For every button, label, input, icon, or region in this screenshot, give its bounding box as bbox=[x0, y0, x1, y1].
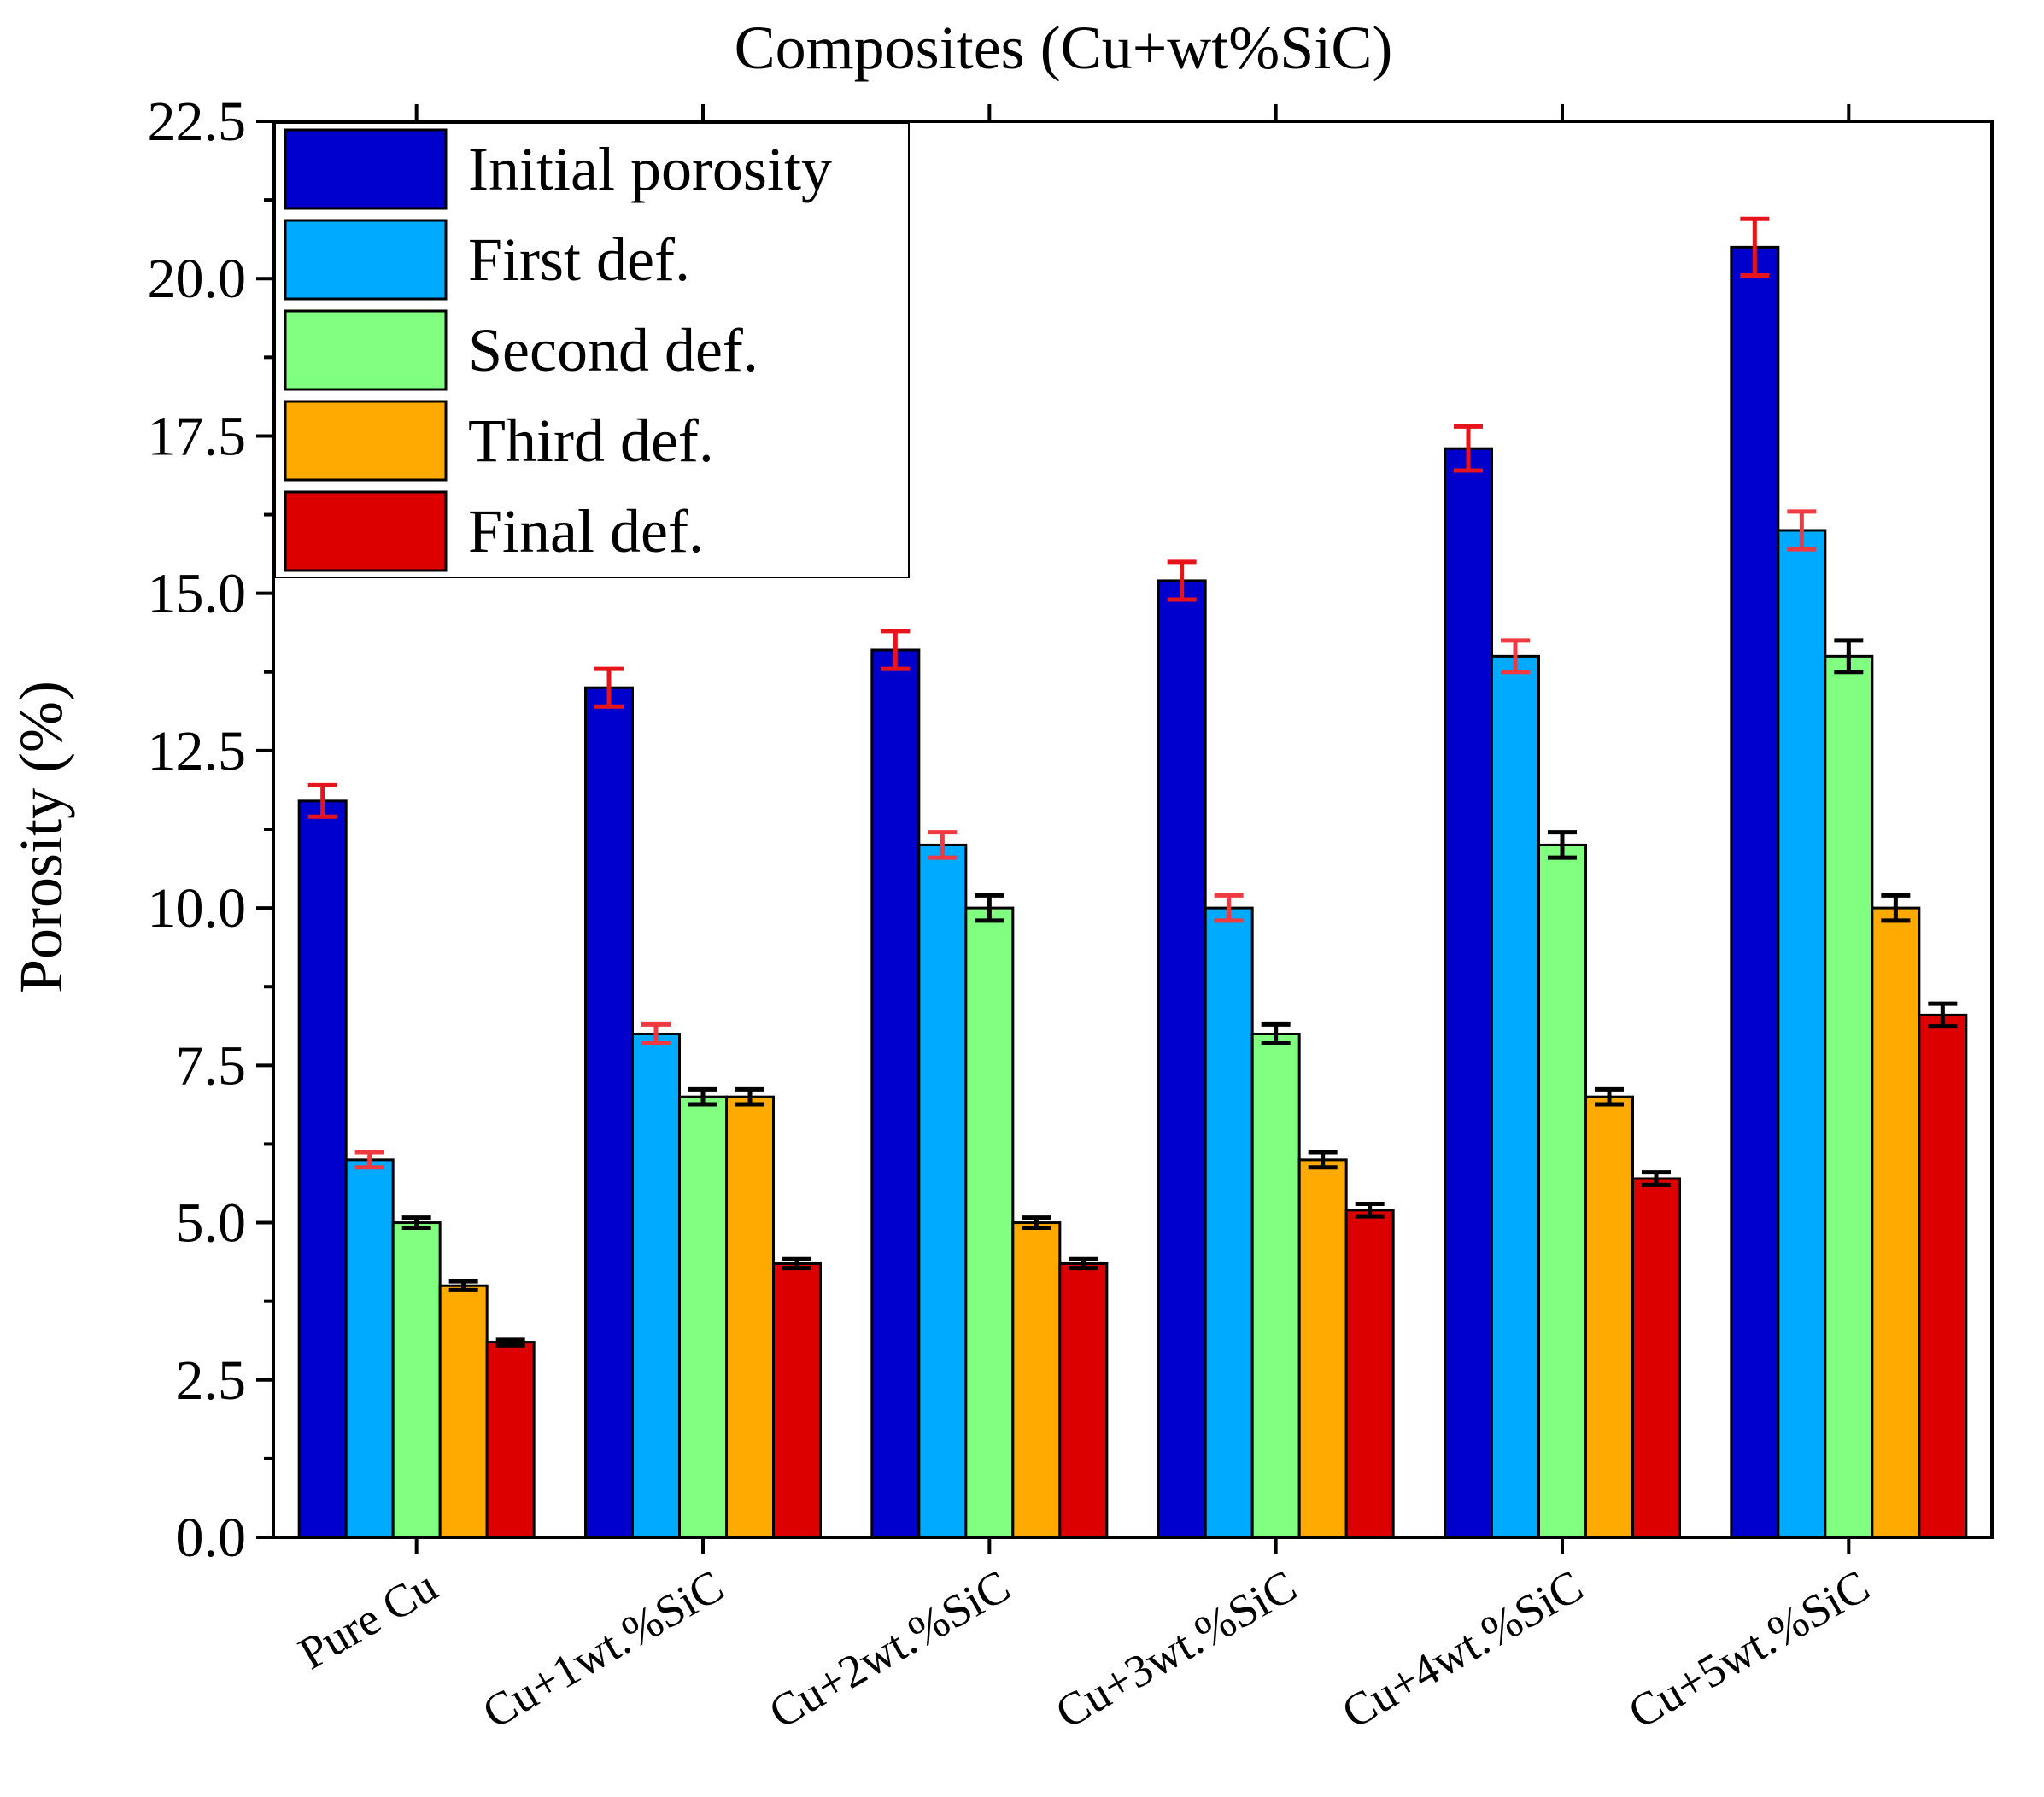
bar-2-2 bbox=[631, 1032, 681, 1539]
legend-swatch bbox=[284, 309, 448, 391]
error-bar bbox=[975, 893, 1004, 923]
bar-3-1 bbox=[391, 1221, 442, 1539]
y-tick-label: 7.5 bbox=[176, 1034, 247, 1097]
legend: Initial porosity First def. Second def. Thi… bbox=[274, 122, 910, 578]
chart-title: Composites (Cu+wt%SiC) bbox=[735, 14, 1393, 82]
error-bar bbox=[1214, 893, 1244, 923]
bar-2-5 bbox=[1491, 654, 1540, 1539]
bar-5-1 bbox=[485, 1341, 536, 1539]
bar-4-4 bbox=[1297, 1158, 1348, 1539]
bar-4-3 bbox=[1011, 1221, 1062, 1539]
legend-label: Third def. bbox=[468, 407, 714, 475]
error-bar bbox=[688, 1086, 717, 1107]
bar-2-4 bbox=[1204, 906, 1254, 1539]
error-bar bbox=[881, 629, 911, 671]
y-tick-label: 2.5 bbox=[176, 1349, 247, 1412]
bar-3-5 bbox=[1537, 843, 1587, 1539]
error-bar bbox=[1308, 1150, 1338, 1170]
error-bar bbox=[401, 1215, 431, 1230]
error-bar bbox=[735, 1086, 764, 1107]
y-tick-label: 22.5 bbox=[148, 91, 247, 153]
legend-swatch bbox=[284, 219, 448, 301]
error-bar bbox=[928, 830, 958, 860]
y-tick-label: 12.5 bbox=[148, 720, 247, 782]
bar-1-1 bbox=[297, 799, 348, 1539]
bar-2-6 bbox=[1777, 529, 1827, 1539]
error-bar bbox=[1740, 216, 1770, 278]
error-bar bbox=[1022, 1215, 1051, 1230]
error-bar bbox=[448, 1279, 478, 1292]
error-bar bbox=[1548, 830, 1577, 860]
bar-5-3 bbox=[1058, 1261, 1109, 1539]
bar-1-6 bbox=[1730, 245, 1780, 1539]
x-tick-label: Cu+4wt.%SiC bbox=[1333, 1560, 1591, 1738]
bar-1-3 bbox=[870, 648, 921, 1539]
bar-4-2 bbox=[725, 1095, 775, 1539]
error-bars-group bbox=[307, 216, 1958, 1348]
error-bar bbox=[782, 1256, 811, 1271]
error-bar bbox=[594, 666, 624, 709]
y-tick-label: 15.0 bbox=[148, 563, 247, 625]
bar-4-5 bbox=[1584, 1095, 1634, 1539]
bar-3-6 bbox=[1824, 654, 1874, 1539]
y-tick-label: 0.0 bbox=[176, 1507, 247, 1569]
legend-swatch bbox=[284, 128, 448, 210]
error-bar bbox=[1261, 1021, 1291, 1046]
y-tick-label: 17.5 bbox=[148, 405, 247, 467]
bar-5-6 bbox=[1918, 1013, 1968, 1539]
error-bar bbox=[1355, 1201, 1385, 1219]
legend-label: First def. bbox=[468, 225, 690, 294]
bar-1-4 bbox=[1157, 579, 1207, 1539]
bar-3-3 bbox=[964, 906, 1015, 1539]
error-bar bbox=[1069, 1256, 1098, 1271]
bar-2-1 bbox=[344, 1158, 395, 1539]
error-bar bbox=[641, 1021, 671, 1046]
error-bar bbox=[1787, 509, 1817, 552]
y-tick-label: 20.0 bbox=[148, 248, 247, 310]
x-tick-label: Cu+5wt.%SiC bbox=[1619, 1560, 1877, 1738]
y-axis-label: Porosity (%) bbox=[7, 681, 75, 993]
error-bar bbox=[1928, 1001, 1958, 1029]
legend-label: Initial porosity bbox=[468, 135, 832, 203]
error-bar bbox=[307, 782, 337, 819]
legend-label: Final def. bbox=[468, 497, 704, 565]
error-bar bbox=[1881, 893, 1911, 923]
legend-swatch bbox=[284, 400, 448, 482]
error-bar bbox=[1642, 1170, 1671, 1187]
bar-5-2 bbox=[772, 1261, 822, 1539]
bar-4-6 bbox=[1871, 906, 1921, 1539]
bar-4-1 bbox=[438, 1284, 489, 1539]
x-tick-label: Cu+1wt.%SiC bbox=[474, 1560, 732, 1738]
error-bar bbox=[354, 1150, 384, 1170]
y-tick-label: 5.0 bbox=[176, 1192, 247, 1255]
bar-3-2 bbox=[678, 1095, 728, 1539]
bar-5-4 bbox=[1344, 1209, 1395, 1539]
error-bar bbox=[1834, 638, 1864, 675]
bar-1-2 bbox=[584, 686, 634, 1539]
x-tick-label: Cu+2wt.%SiC bbox=[760, 1560, 1018, 1738]
legend-label: Second def. bbox=[468, 316, 758, 384]
legend-swatch bbox=[284, 490, 448, 572]
bar-2-3 bbox=[917, 843, 968, 1539]
error-bar bbox=[1454, 424, 1483, 473]
y-tick-label: 10.0 bbox=[148, 877, 247, 939]
bars-group bbox=[297, 245, 1968, 1539]
error-bar bbox=[1595, 1086, 1624, 1107]
error-bar bbox=[495, 1337, 525, 1348]
bar-5-5 bbox=[1631, 1177, 1681, 1539]
bar-3-4 bbox=[1250, 1032, 1301, 1539]
error-bar bbox=[1167, 559, 1197, 602]
error-bar bbox=[1501, 638, 1530, 675]
x-tick-label: Cu+3wt.%SiC bbox=[1047, 1560, 1305, 1738]
x-tick-label: Pure Cu bbox=[290, 1560, 446, 1679]
bar-1-5 bbox=[1444, 447, 1493, 1539]
